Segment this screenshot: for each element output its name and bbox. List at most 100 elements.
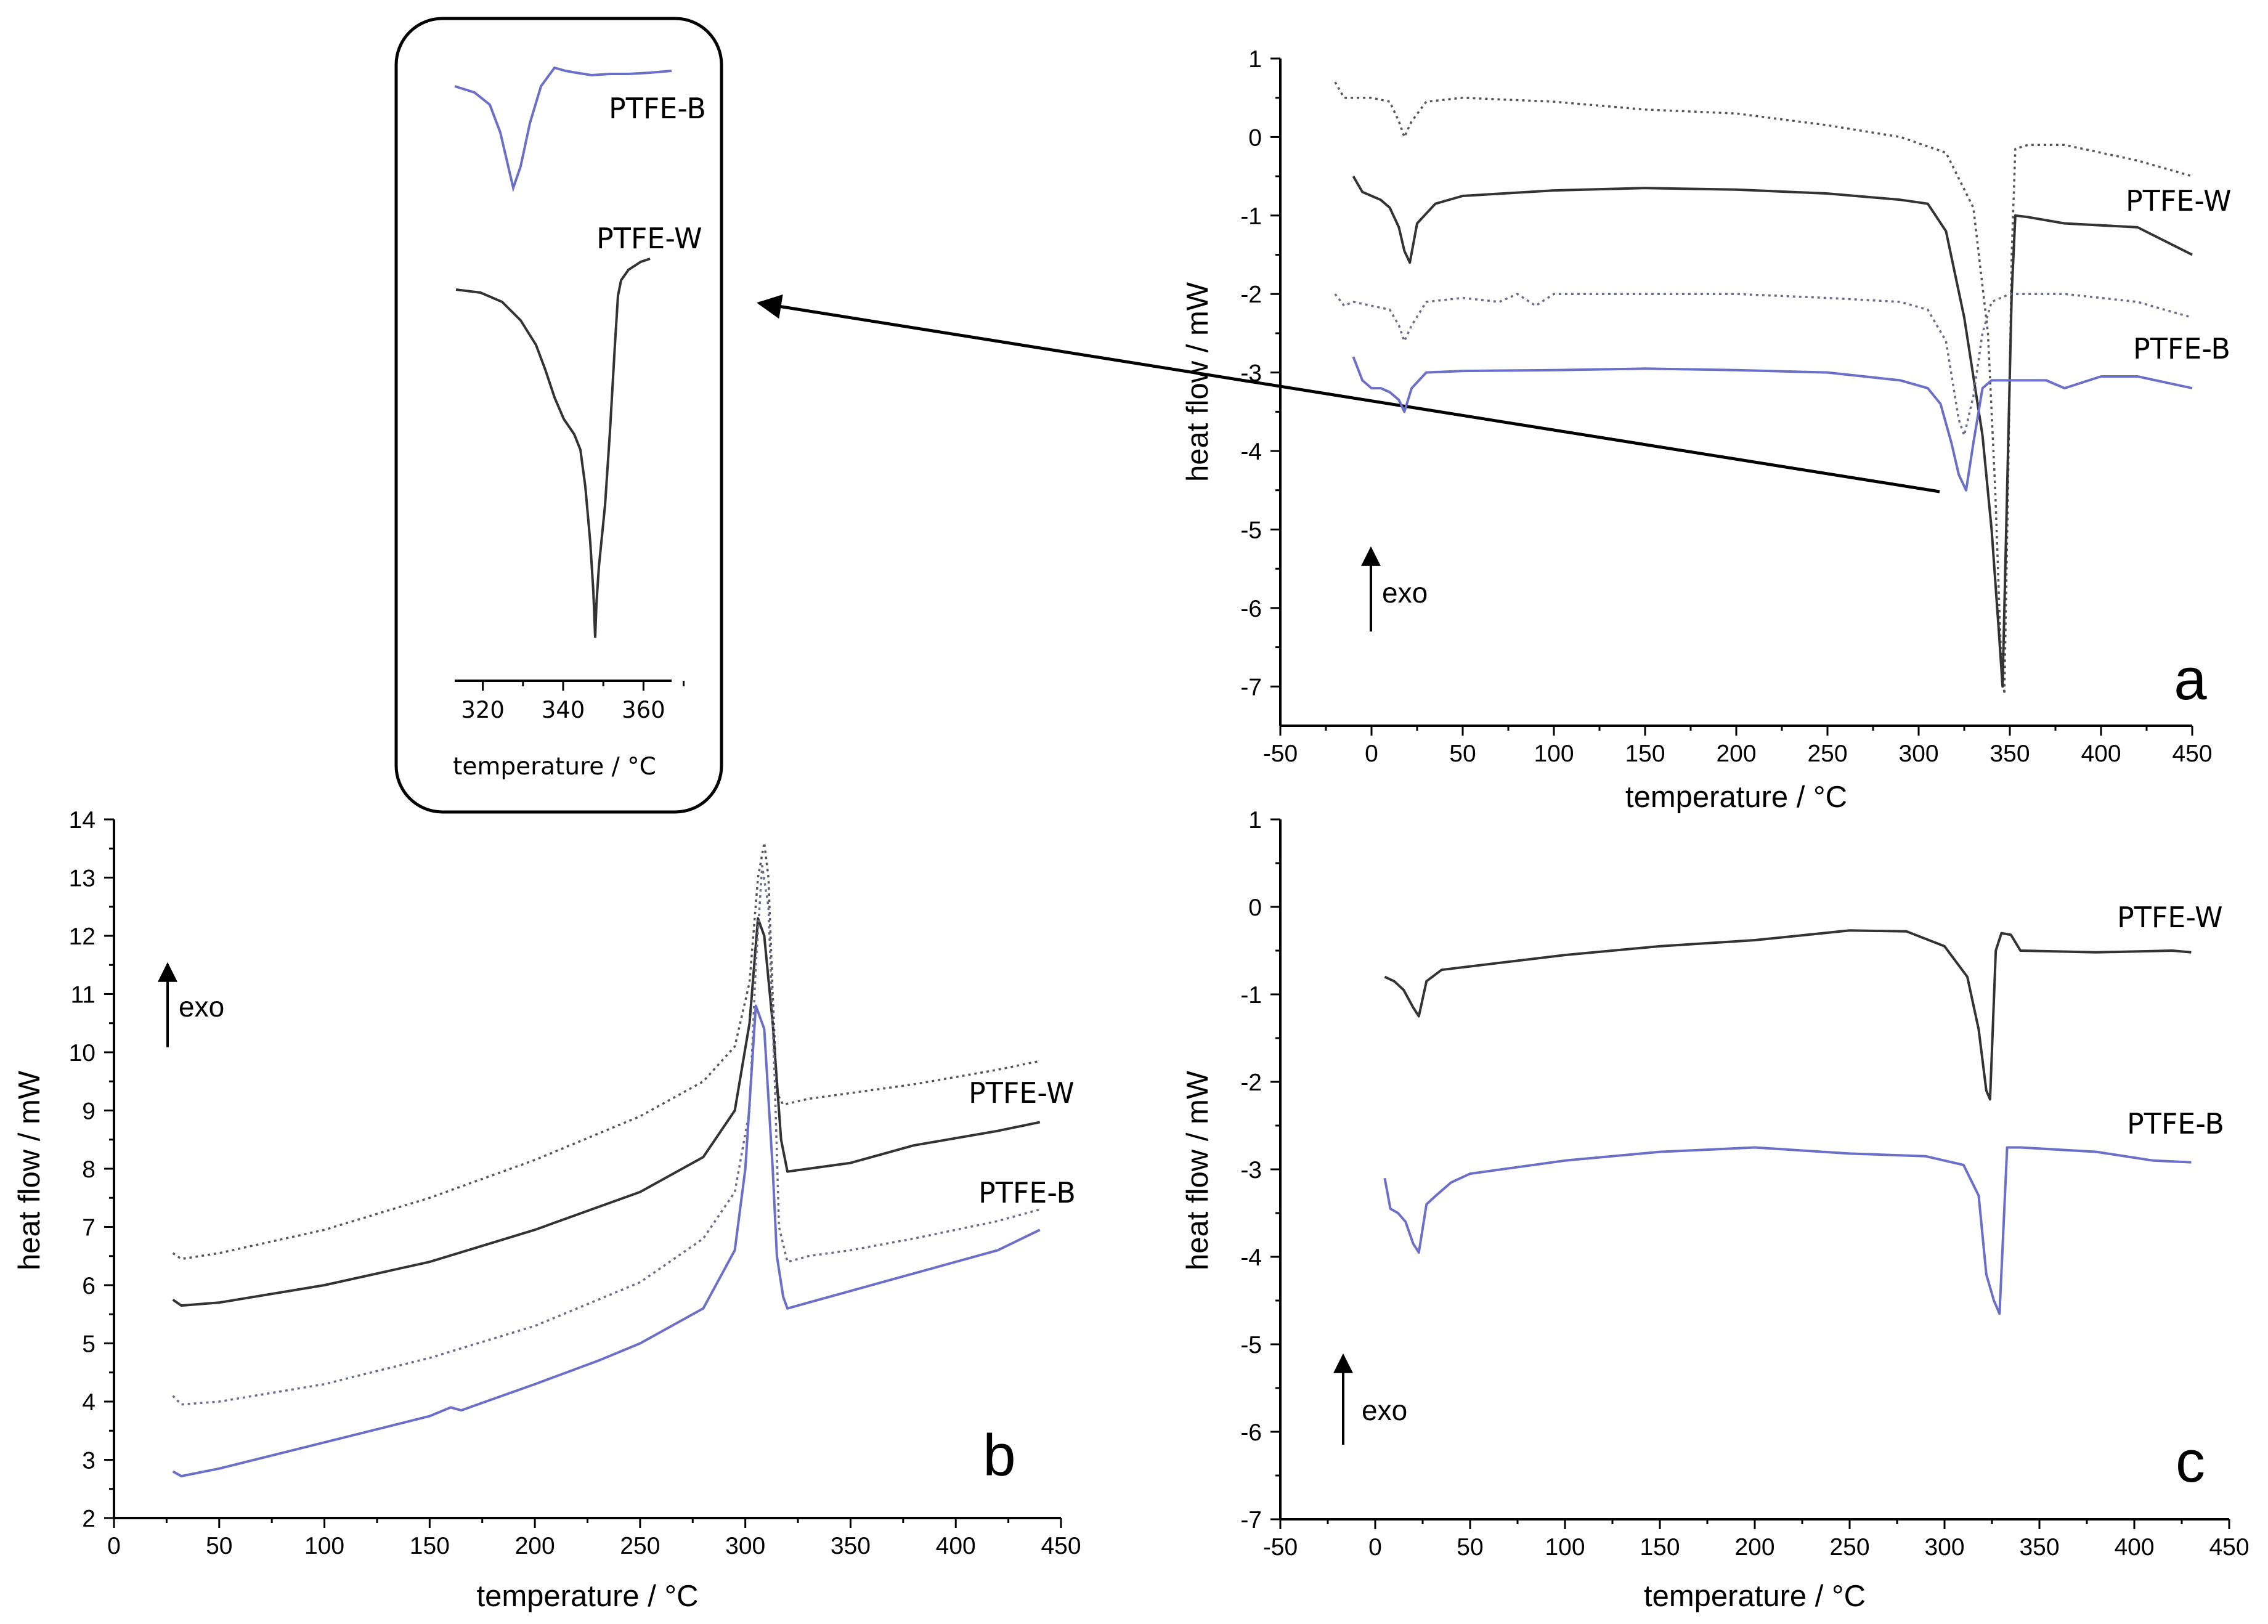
series-label-ptfe-w: PTFE-W (2117, 901, 2223, 934)
x-axis-label: temperature / °C (1625, 781, 1847, 814)
y-tick-label: 1 (1248, 46, 1262, 73)
x-tick-label: 0 (1368, 1534, 1382, 1561)
inset-x-tick-label: 360 (622, 697, 665, 723)
x-tick-label: 250 (1829, 1534, 1869, 1561)
panel-a: -50 0 50 100 150 200 250 300 350 400 450 -7 -6 -5 -4 -3… (1181, 46, 2232, 814)
y-tick-label: 6 (82, 1273, 96, 1299)
series-line-ptfe-b (172, 1004, 1041, 1477)
x-tick-label: 350 (2019, 1534, 2059, 1561)
y-tick-label: 10 (69, 1040, 96, 1066)
y-tick-label: 11 (71, 982, 96, 1009)
x-tick-label: 450 (2172, 741, 2212, 767)
y-tick-label: -1 (1240, 982, 1262, 1009)
y-tick-label: 3 (82, 1448, 96, 1474)
x-tick-label: 150 (1640, 1534, 1680, 1561)
y-tick-label: -4 (1240, 1244, 1262, 1271)
inset-label-ptfe-b: PTFE-B (609, 92, 706, 125)
x-axis-label: temperature / °C (476, 1580, 698, 1613)
inset-x-axis: 320 340 360 (455, 680, 685, 723)
y-tick-label: -2 (1240, 282, 1262, 308)
series-line-ptfe-w (1352, 176, 2193, 688)
x-tick-label: 450 (2209, 1534, 2249, 1561)
x-tick-label: -50 (1263, 1534, 1298, 1561)
inset-curve-ptfe-w (455, 258, 651, 638)
x-tick-label: 450 (1041, 1533, 1081, 1559)
x-tick-label: 100 (304, 1533, 344, 1559)
x-tick-label: 400 (2114, 1534, 2154, 1561)
x-tick-label: 300 (725, 1533, 765, 1559)
x-tick-label: 200 (1734, 1534, 1774, 1561)
y-tick-label: 5 (82, 1331, 96, 1358)
exo-label: exo (1362, 1394, 1407, 1426)
x-tick-label: 300 (1924, 1534, 1964, 1561)
y-axis-label: heat flow / mW (1181, 282, 1214, 482)
y-tick-label: 1 (1248, 807, 1262, 834)
x-tick-label: 50 (1449, 741, 1476, 767)
y-tick-label: -6 (1240, 1419, 1262, 1446)
x-tick-label: 100 (1534, 741, 1574, 767)
inset-zoom: PTFE-B PTFE-W 320 340 360 temperature / °C (394, 17, 723, 814)
series-line-ptfe-w (172, 917, 1041, 1307)
y-tick-label: 13 (69, 866, 96, 892)
inset-curve-ptfe-b (454, 66, 672, 193)
x-tick-label: 50 (1457, 1534, 1483, 1561)
y-tick-label: -6 (1240, 596, 1262, 622)
exo-label: exo (1382, 577, 1428, 609)
x-tick-label: 200 (515, 1533, 555, 1559)
series-label-ptfe-b: PTFE-B (2127, 1107, 2224, 1140)
series-line-ptfe-b (1352, 356, 2193, 492)
panel-b: 0 50 100 150 200 250 300 350 400 450 2 3 4 5 6 7 8 9 10 11 1… (13, 807, 1081, 1613)
inset-x-axis-label: temperature / °C (453, 753, 656, 781)
inset-label-ptfe-w: PTFE-W (596, 222, 702, 255)
x-axis-label: temperature / °C (1644, 1580, 1866, 1613)
series-label-ptfe-w: PTFE-W (2126, 184, 2232, 217)
y-tick-label: -3 (1240, 360, 1262, 387)
x-tick-label: 350 (831, 1533, 871, 1559)
x-tick-label: 100 (1545, 1534, 1585, 1561)
series-line-dotted-ptfe-b (172, 864, 1041, 1406)
series-label-ptfe-b: PTFE-B (978, 1176, 1076, 1209)
y-tick-label: -4 (1240, 439, 1262, 465)
y-tick-label: 8 (82, 1156, 96, 1183)
x-tick-label: 250 (1807, 741, 1847, 767)
y-tick-label: -1 (1240, 203, 1262, 230)
y-tick-label: -5 (1240, 1332, 1262, 1358)
panel-letter: a (2174, 646, 2207, 712)
x-tick-label: 150 (410, 1533, 450, 1559)
x-tick-label: 350 (1990, 741, 2030, 767)
exo-label: exo (179, 991, 224, 1023)
series-label-ptfe-b: PTFE-B (2133, 332, 2230, 365)
series-label-ptfe-w: PTFE-W (969, 1076, 1075, 1110)
y-axis-label: heat flow / mW (13, 1070, 46, 1270)
y-tick-label: 12 (69, 924, 96, 950)
series-line-dotted-ptfe-w (172, 842, 1041, 1261)
y-tick-label: -7 (1240, 1507, 1262, 1533)
zoom-arrow (757, 294, 1940, 493)
y-tick-label: 9 (82, 1098, 96, 1125)
x-tick-label: 400 (936, 1533, 976, 1559)
y-tick-label: 0 (1248, 124, 1262, 151)
y-tick-label: 0 (1248, 895, 1262, 921)
y-tick-label: -3 (1240, 1157, 1262, 1183)
y-tick-label: 7 (82, 1215, 96, 1241)
y-tick-label: 14 (69, 807, 96, 834)
x-tick-label: 150 (1625, 741, 1665, 767)
y-tick-label: -7 (1240, 674, 1262, 700)
x-tick-label: 0 (1365, 741, 1378, 767)
inset-x-tick-label: 320 (461, 697, 505, 723)
x-tick-label: 0 (107, 1533, 121, 1559)
inset-frame (394, 17, 723, 814)
y-axis-label: heat flow / mW (1181, 1070, 1214, 1270)
panel-c: -50 0 50 100 150 200 250 300 350 400 450 -7 -6 -5 -4 -3… (1181, 807, 2250, 1613)
series-line-dotted-ptfe-w (1334, 81, 2193, 696)
x-tick-label: 300 (1898, 741, 1938, 767)
series-line-ptfe-b (1383, 1146, 2192, 1315)
x-tick-label: 250 (620, 1533, 660, 1559)
y-tick-label: -2 (1240, 1070, 1262, 1096)
x-tick-label: 400 (2081, 741, 2121, 767)
panel-letter: c (2176, 1429, 2205, 1495)
panel-letter: b (983, 1423, 1015, 1488)
y-tick-label: -5 (1240, 517, 1262, 543)
inset-x-tick-label: 340 (542, 697, 585, 723)
